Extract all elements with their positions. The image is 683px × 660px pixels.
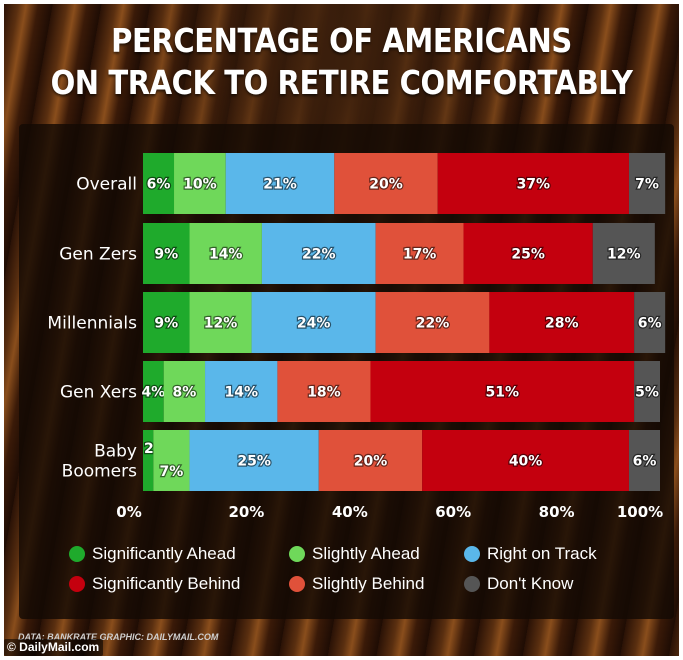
value-label-overall-significantly-behind: 37% bbox=[517, 177, 551, 193]
legend-label-don-t-know: Don't Know bbox=[487, 574, 574, 593]
legend-item-right-on-track: Right on Track bbox=[464, 542, 597, 566]
value-label-baby-boomers-don-t-know: 6% bbox=[633, 454, 657, 470]
chart-frame: PERCENTAGE OF AMERICANS ON TRACK TO RETI… bbox=[4, 4, 679, 656]
legend-swatch-significantly-ahead bbox=[69, 546, 85, 562]
bar-gen-zers-don-t-know bbox=[592, 223, 655, 284]
legend-swatch-slightly-behind bbox=[289, 576, 305, 592]
title-line-2: ON TRACK TO RETIRE COMFORTABLY bbox=[50, 63, 633, 102]
value-label-gen-zers-don-t-know: 12% bbox=[607, 247, 641, 263]
value-label-gen-zers-significantly-behind: 25% bbox=[511, 247, 545, 263]
chart-title: PERCENTAGE OF AMERICANS ON TRACK TO RETI… bbox=[4, 20, 679, 104]
stacked-bar-chart: Overall 6% 10% 21% 20% 37% 7% Gen Zers 9% 14% 22% 1… bbox=[47, 153, 666, 521]
bar-gen-zers-significantly-behind bbox=[463, 223, 593, 284]
legend-item-slightly-behind: Slightly Behind bbox=[289, 572, 424, 596]
x-tick-label-100: 100% bbox=[617, 503, 663, 521]
bar-millennials-slightly-ahead bbox=[189, 292, 252, 353]
bar-baby-boomers-slightly-behind bbox=[318, 430, 423, 491]
bar-millennials-right-on-track bbox=[251, 292, 376, 353]
value-label-millennials-right-on-track: 24% bbox=[297, 316, 331, 332]
bar-baby-boomers-don-t-know bbox=[628, 430, 660, 491]
value-label-gen-xers-slightly-ahead: 8% bbox=[172, 385, 196, 401]
value-label-millennials-significantly-behind: 28% bbox=[545, 316, 579, 332]
bar-millennials-significantly-ahead bbox=[143, 292, 190, 353]
bar-gen-xers-slightly-ahead bbox=[163, 361, 206, 422]
bar-gen-zers-slightly-behind bbox=[375, 223, 464, 284]
legend-label-significantly-ahead: Significantly Ahead bbox=[92, 544, 236, 563]
legend-item-don-t-know: Don't Know bbox=[464, 572, 573, 596]
category-label-gen-xers: Gen Xers bbox=[60, 383, 137, 403]
bar-gen-zers-slightly-ahead bbox=[189, 223, 262, 284]
title-line-1: PERCENTAGE OF AMERICANS bbox=[111, 21, 572, 60]
bar-gen-zers-significantly-ahead bbox=[143, 223, 190, 284]
bar-overall-significantly-behind bbox=[437, 153, 629, 214]
legend-label-slightly-ahead: Slightly Ahead bbox=[312, 544, 420, 563]
value-label-gen-zers-significantly-ahead: 9% bbox=[154, 247, 178, 263]
legend-label-significantly-behind: Significantly Behind bbox=[92, 574, 241, 593]
bar-gen-xers-don-t-know bbox=[634, 361, 660, 422]
category-label-baby-boomers: Baby Boomers bbox=[62, 442, 137, 482]
bar-overall-significantly-ahead bbox=[143, 153, 175, 214]
category-label-overall: Overall bbox=[76, 175, 137, 195]
x-tick-label-20: 20% bbox=[228, 503, 264, 521]
value-label-overall-slightly-ahead: 10% bbox=[183, 177, 217, 193]
legend-item-significantly-behind: Significantly Behind bbox=[69, 572, 240, 596]
bar-overall-right-on-track bbox=[225, 153, 335, 214]
bar-gen-zers-right-on-track bbox=[261, 223, 376, 284]
value-label-baby-boomers-slightly-ahead: 7% bbox=[160, 464, 184, 480]
x-tick-label-0: 0% bbox=[116, 503, 141, 521]
bar-overall-slightly-ahead bbox=[174, 153, 226, 214]
legend-swatch-right-on-track bbox=[464, 546, 480, 562]
value-label-overall-right-on-track: 21% bbox=[263, 177, 297, 193]
value-label-gen-zers-slightly-ahead: 14% bbox=[209, 247, 243, 263]
value-label-gen-zers-slightly-behind: 17% bbox=[403, 247, 437, 263]
bar-overall-don-t-know bbox=[628, 153, 666, 214]
bar-millennials-slightly-behind bbox=[375, 292, 490, 353]
bar-millennials-don-t-know bbox=[634, 292, 666, 353]
legend-swatch-don-t-know bbox=[464, 576, 480, 592]
brand-watermark: © DailyMail.com bbox=[4, 639, 104, 656]
legend-swatch-slightly-ahead bbox=[289, 546, 305, 562]
x-tick-label-40: 40% bbox=[332, 503, 368, 521]
value-label-gen-xers-slightly-behind: 18% bbox=[307, 385, 341, 401]
value-label-baby-boomers-significantly-behind: 40% bbox=[509, 454, 543, 470]
bar-baby-boomers-significantly-ahead bbox=[143, 430, 154, 491]
legend: Significantly Ahead Slightly Ahead Right o… bbox=[69, 542, 669, 602]
value-label-overall-significantly-ahead: 6% bbox=[147, 177, 171, 193]
value-label-millennials-significantly-ahead: 9% bbox=[154, 316, 178, 332]
value-label-baby-boomers-right-on-track: 25% bbox=[237, 454, 271, 470]
bar-millennials-significantly-behind bbox=[489, 292, 635, 353]
x-tick-label-80: 80% bbox=[539, 503, 575, 521]
legend-item-significantly-ahead: Significantly Ahead bbox=[69, 542, 236, 566]
value-label-overall-don-t-know: 7% bbox=[635, 177, 659, 193]
value-label-millennials-slightly-ahead: 12% bbox=[204, 316, 238, 332]
value-label-gen-zers-right-on-track: 22% bbox=[302, 247, 336, 263]
legend-item-slightly-ahead: Slightly Ahead bbox=[289, 542, 420, 566]
value-label-gen-xers-right-on-track: 14% bbox=[224, 385, 258, 401]
value-label-millennials-don-t-know: 6% bbox=[638, 316, 662, 332]
bar-gen-xers-significantly-ahead bbox=[143, 361, 164, 422]
value-label-millennials-slightly-behind: 22% bbox=[416, 316, 450, 332]
bar-baby-boomers-slightly-ahead bbox=[153, 430, 190, 491]
value-label-gen-xers-don-t-know: 5% bbox=[635, 385, 659, 401]
bar-gen-xers-significantly-behind bbox=[370, 361, 635, 422]
legend-swatch-significantly-behind bbox=[69, 576, 85, 592]
source-credit: DATA: BANKRATE GRAPHIC: DAILYMAIL.COM bbox=[18, 632, 219, 642]
x-tick-label-60: 60% bbox=[435, 503, 471, 521]
legend-label-slightly-behind: Slightly Behind bbox=[312, 574, 425, 593]
bar-baby-boomers-significantly-behind bbox=[422, 430, 629, 491]
bar-baby-boomers-right-on-track bbox=[189, 430, 319, 491]
category-label-millennials: Millennials bbox=[47, 314, 137, 334]
value-label-overall-slightly-behind: 20% bbox=[369, 177, 403, 193]
category-label-gen-zers: Gen Zers bbox=[59, 245, 137, 265]
bar-gen-xers-right-on-track bbox=[205, 361, 278, 422]
value-label-gen-xers-significantly-ahead: 4% bbox=[141, 385, 165, 401]
value-label-gen-xers-significantly-behind: 51% bbox=[486, 385, 520, 401]
bar-overall-slightly-behind bbox=[334, 153, 438, 214]
legend-label-right-on-track: Right on Track bbox=[487, 544, 597, 563]
bar-gen-xers-slightly-behind bbox=[277, 361, 371, 422]
value-label-baby-boomers-slightly-behind: 20% bbox=[354, 454, 388, 470]
